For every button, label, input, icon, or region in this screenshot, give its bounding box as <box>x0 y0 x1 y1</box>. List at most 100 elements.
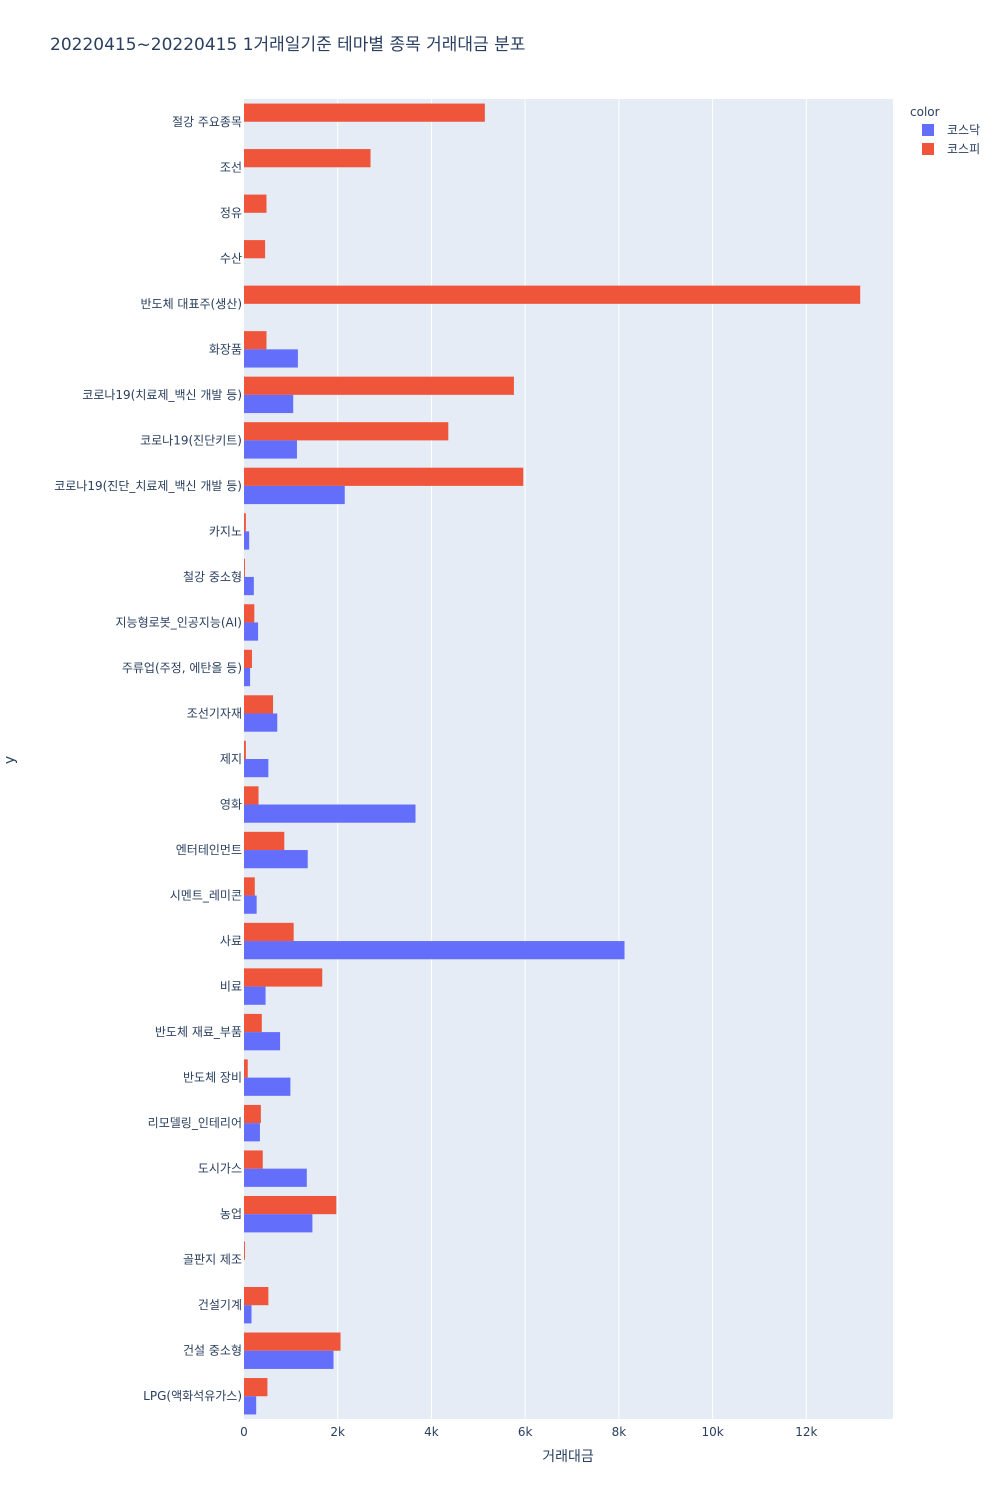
y-tick-label: 리모델링_인테리어 <box>148 1116 242 1130</box>
y-tick-label: 건설기계 <box>198 1298 242 1312</box>
bar-kospi[interactable] <box>244 103 485 122</box>
y-tick-label: 수산 <box>220 251 242 265</box>
x-tick-label: 4k <box>424 1425 439 1439</box>
bar-kospi[interactable] <box>244 1104 261 1124</box>
y-tick-label: 반도체 장비 <box>183 1071 242 1085</box>
bar-kospi[interactable] <box>244 1332 341 1351</box>
bar-kosdaq[interactable] <box>244 759 269 778</box>
y-tick-label: 농업 <box>220 1207 242 1221</box>
bar-kospi[interactable] <box>244 740 246 759</box>
bar-kospi[interactable] <box>244 1150 263 1169</box>
y-tick-label: 조선 <box>220 160 242 174</box>
chart-title: 20220415~20220415 1거래일기준 테마별 종목 거래대금 분포 <box>50 35 525 55</box>
bar-kospi[interactable] <box>244 558 245 577</box>
bar-kosdaq[interactable] <box>244 440 297 459</box>
plot-area <box>244 99 893 1419</box>
y-tick-label: 반도체 대표주(생산) <box>141 297 243 311</box>
bar-kospi[interactable] <box>244 331 267 350</box>
y-tick-label: 코로나19(치료제_백신 개발 등) <box>82 388 242 402</box>
bar-kosdaq[interactable] <box>244 1214 313 1233</box>
y-tick-label: 엔터테인먼트 <box>176 843 242 857</box>
y-tick-label: 시멘트_레미콘 <box>170 889 242 903</box>
x-tick-label: 2k <box>330 1425 345 1439</box>
bar-kospi[interactable] <box>244 1059 248 1078</box>
legend-label: 코스피 <box>947 142 980 156</box>
bar-kospi[interactable] <box>244 376 514 395</box>
bar-kospi[interactable] <box>244 968 323 987</box>
legend-title: color <box>910 105 940 119</box>
bar-kosdaq[interactable] <box>244 941 625 960</box>
y-tick-label: 영화 <box>220 798 242 812</box>
bar-kosdaq[interactable] <box>244 1396 257 1415</box>
bar-kosdaq[interactable] <box>244 576 254 596</box>
y-tick-label: 화장품 <box>209 342 242 356</box>
y-tick-label: 사료 <box>220 934 242 948</box>
y-tick-label: 제지 <box>220 752 242 766</box>
bar-kospi[interactable] <box>244 786 259 805</box>
bar-kospi[interactable] <box>244 649 252 668</box>
bar-kospi[interactable] <box>244 877 255 896</box>
bar-kospi[interactable] <box>244 1287 269 1306</box>
bar-kospi[interactable] <box>244 1013 262 1033</box>
bar-kospi[interactable] <box>244 285 861 304</box>
bar-kospi[interactable] <box>244 513 246 532</box>
bar-kosdaq[interactable] <box>244 394 294 414</box>
bar-kospi[interactable] <box>244 1378 268 1397</box>
y-tick-label: 절강 주요종목 <box>172 115 242 129</box>
bar-kosdaq[interactable] <box>244 531 250 550</box>
bar-kosdaq[interactable] <box>244 1168 307 1187</box>
bar-kosdaq[interactable] <box>244 1123 260 1142</box>
bar-kospi[interactable] <box>244 604 255 623</box>
x-tick-label: 0 <box>240 1425 248 1439</box>
y-tick-label: 카지노 <box>209 524 242 538</box>
bar-kosdaq[interactable] <box>244 1305 252 1324</box>
bar-kospi[interactable] <box>244 831 285 851</box>
bar-kospi[interactable] <box>244 695 274 714</box>
x-gridlines <box>337 99 807 1419</box>
legend-swatch <box>922 124 934 136</box>
y-axis-title: y <box>2 756 18 764</box>
y-tick-label: 도시가스 <box>198 1162 242 1176</box>
bar-kosdaq[interactable] <box>244 713 278 732</box>
y-tick-label: 반도체 재료_부품 <box>155 1025 242 1039</box>
bar-kospi[interactable] <box>244 922 294 942</box>
bar-kosdaq[interactable] <box>244 850 308 869</box>
bar-kospi[interactable] <box>244 1195 337 1215</box>
x-tick-labels: 0 2k 4k 6k 8k 10k 12k <box>240 1425 817 1439</box>
y-tick-label: 조선기자재 <box>187 706 242 720</box>
bar-kosdaq[interactable] <box>244 485 345 505</box>
bar-kosdaq[interactable] <box>244 667 251 687</box>
x-tick-label: 10k <box>701 1425 723 1439</box>
bar-kospi[interactable] <box>244 149 371 168</box>
bar-kosdaq[interactable] <box>244 804 416 823</box>
y-tick-label: LPG(액화석유가스) <box>143 1389 242 1403</box>
bar-kosdaq[interactable] <box>244 895 257 914</box>
x-tick-label: 12k <box>795 1425 817 1439</box>
y-tick-label: 건설 중소형 <box>183 1344 242 1358</box>
bar-kosdaq[interactable] <box>244 1350 334 1369</box>
bar-kosdaq[interactable] <box>244 349 298 368</box>
bar-kospi[interactable] <box>244 1241 245 1260</box>
bar-kosdaq[interactable] <box>244 986 266 1005</box>
y-tick-label: 비료 <box>220 980 242 994</box>
y-tick-label: 코로나19(진단키트) <box>140 433 242 447</box>
legend-swatch <box>922 143 934 155</box>
bar-kosdaq[interactable] <box>244 1032 281 1051</box>
y-tick-label: 정유 <box>220 206 242 220</box>
bar-kosdaq[interactable] <box>244 1077 291 1096</box>
bar-kospi[interactable] <box>244 422 449 441</box>
bar-kospi[interactable] <box>244 467 524 486</box>
bar-kosdaq[interactable] <box>244 622 259 641</box>
x-axis-title: 거래대금 <box>542 1449 594 1465</box>
y-tick-label: 코로나19(진단_치료제_백신 개발 등) <box>54 479 242 493</box>
bars <box>244 103 861 1415</box>
legend-label: 코스닥 <box>947 123 980 137</box>
bar-kospi[interactable] <box>244 194 267 213</box>
y-tick-label: 철강 중소형 <box>183 570 242 584</box>
x-tick-label: 8k <box>612 1425 627 1439</box>
y-tick-label: 지능형로봇_인공지능(AI) <box>116 615 242 629</box>
x-tick-label: 6k <box>518 1425 533 1439</box>
bar-kospi[interactable] <box>244 240 266 259</box>
